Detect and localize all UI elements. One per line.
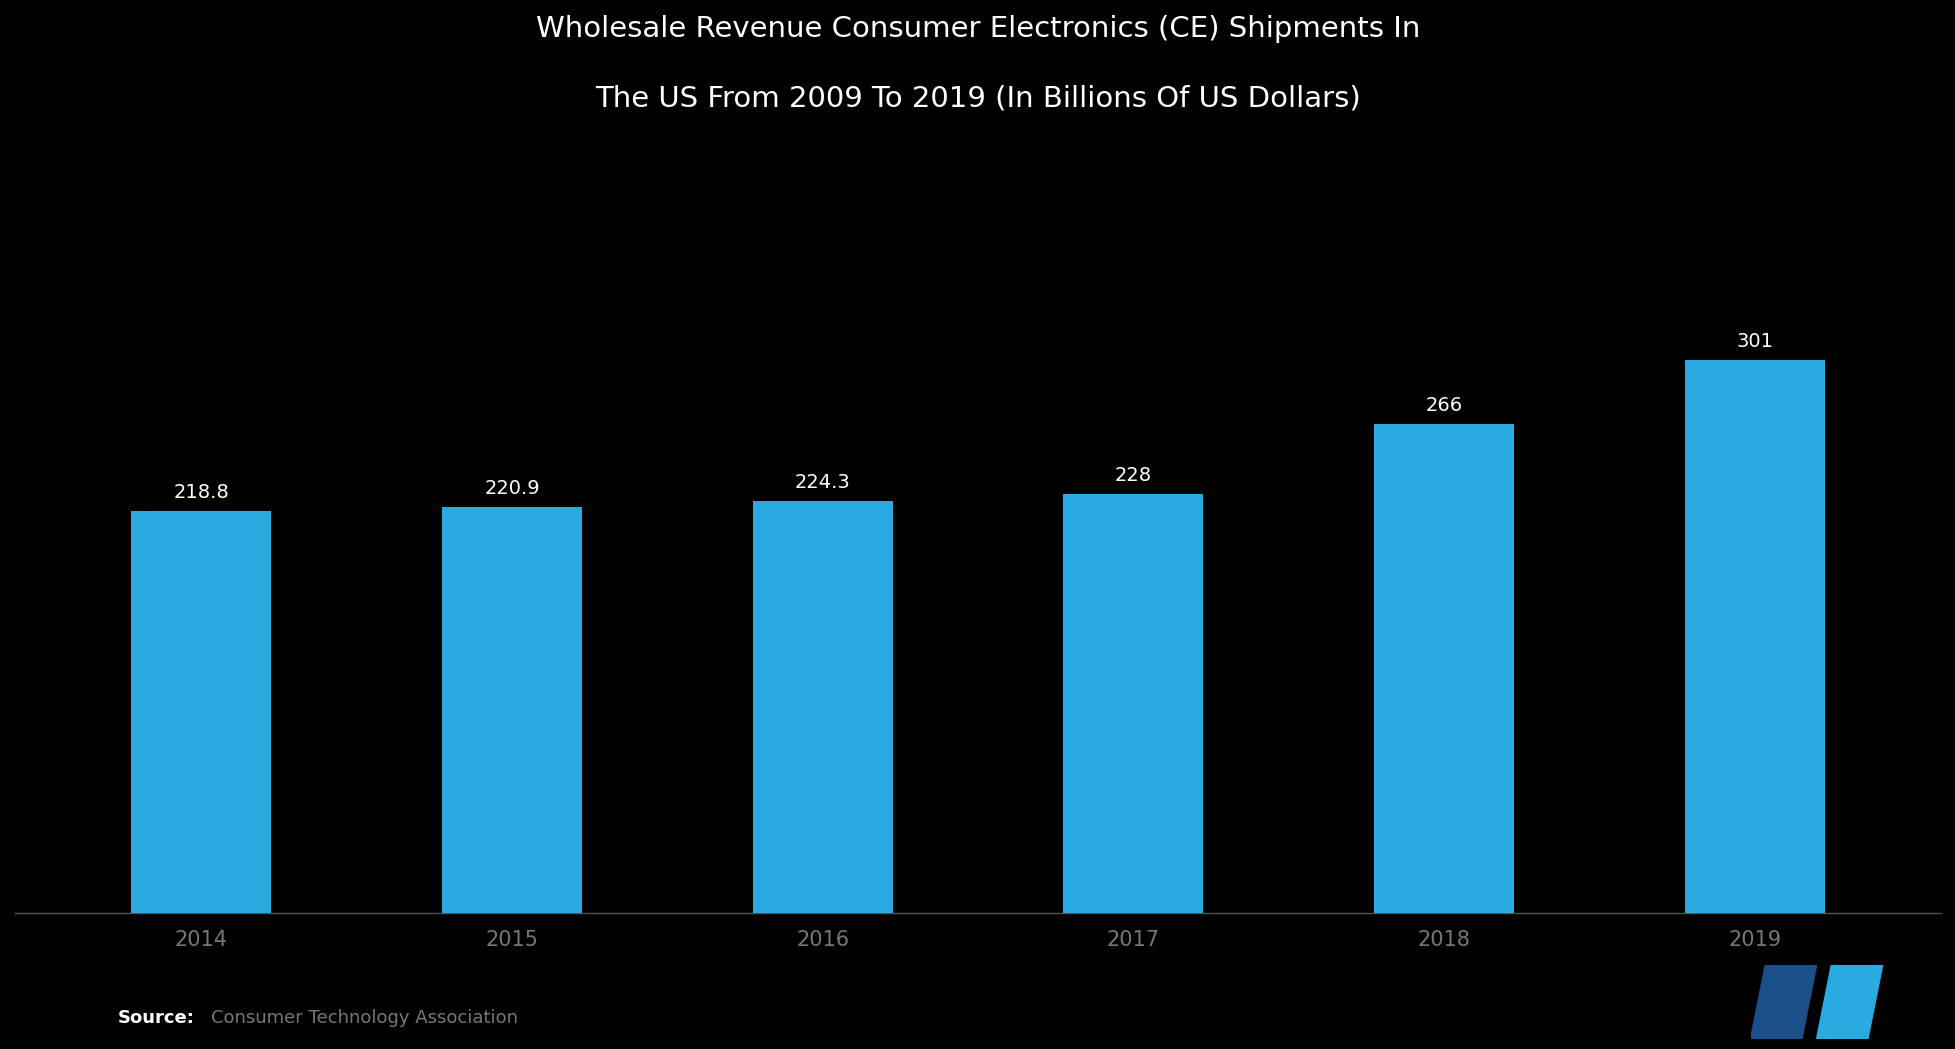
Bar (442, 507, 583, 914)
Bar (753, 500, 891, 914)
Bar (1064, 494, 1202, 914)
Polygon shape (1750, 965, 1816, 1039)
Text: 301: 301 (1736, 331, 1771, 350)
Bar (1683, 360, 1824, 914)
Text: 228: 228 (1114, 466, 1151, 485)
Text: 266: 266 (1425, 395, 1462, 415)
Text: Consumer Technology Association: Consumer Technology Association (211, 1009, 518, 1027)
Title: Wholesale Revenue Consumer Electronics (CE) Shipments In

The US From 2009 To 20: Wholesale Revenue Consumer Electronics (… (536, 15, 1419, 112)
Bar (131, 511, 272, 914)
Bar (1372, 424, 1513, 914)
Text: 224.3: 224.3 (794, 473, 850, 492)
Text: Source:: Source: (117, 1009, 194, 1027)
Text: 220.9: 220.9 (485, 479, 540, 498)
Polygon shape (1816, 965, 1881, 1039)
Text: 218.8: 218.8 (174, 483, 229, 501)
